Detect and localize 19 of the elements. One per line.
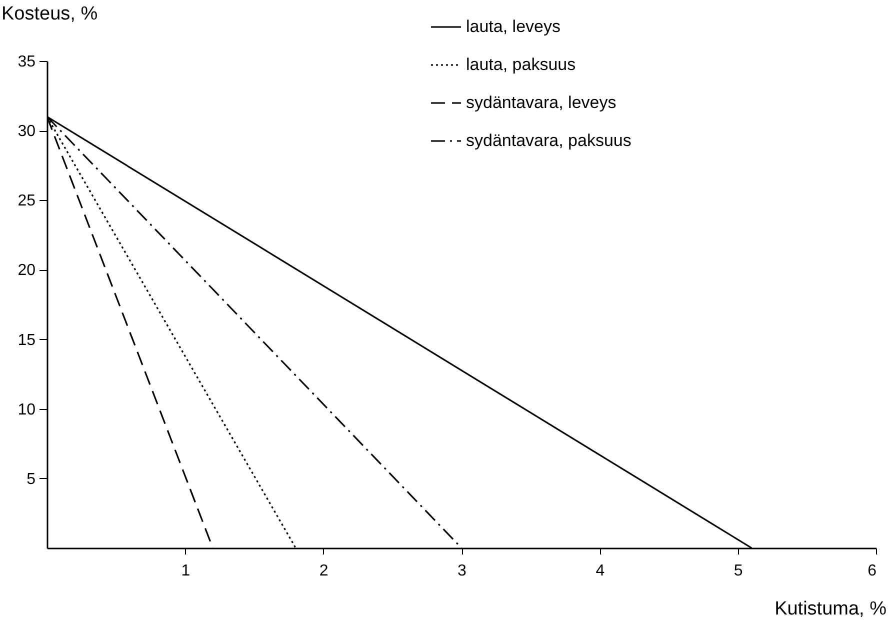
x-axis-title: Kutistuma, % xyxy=(774,598,887,620)
y-tick-label: 20 xyxy=(18,262,36,280)
y-tick-label: 35 xyxy=(18,54,36,70)
y-tick-label: 25 xyxy=(18,192,36,210)
y-tick-label: 10 xyxy=(18,401,36,418)
legend-label: sydäntavara, paksuus xyxy=(466,131,632,150)
x-tick-label: 3 xyxy=(458,562,467,580)
x-tick-label: 2 xyxy=(319,562,328,580)
y-tick-label: 30 xyxy=(18,123,36,140)
y-axis-title: Kosteus, % xyxy=(2,4,98,24)
legend-label: sydäntavara, leveys xyxy=(466,93,616,112)
x-tick-label: 1 xyxy=(181,562,190,580)
legend-label: lauta, paksuus xyxy=(466,55,576,74)
y-tick-label: 5 xyxy=(26,470,36,488)
y-tick-label: 15 xyxy=(18,332,36,349)
legend-label: lauta, leveys xyxy=(466,17,560,36)
x-tick-label: 6 xyxy=(868,562,877,580)
x-tick-label: 4 xyxy=(596,562,605,580)
x-tick-label: 5 xyxy=(734,562,743,580)
